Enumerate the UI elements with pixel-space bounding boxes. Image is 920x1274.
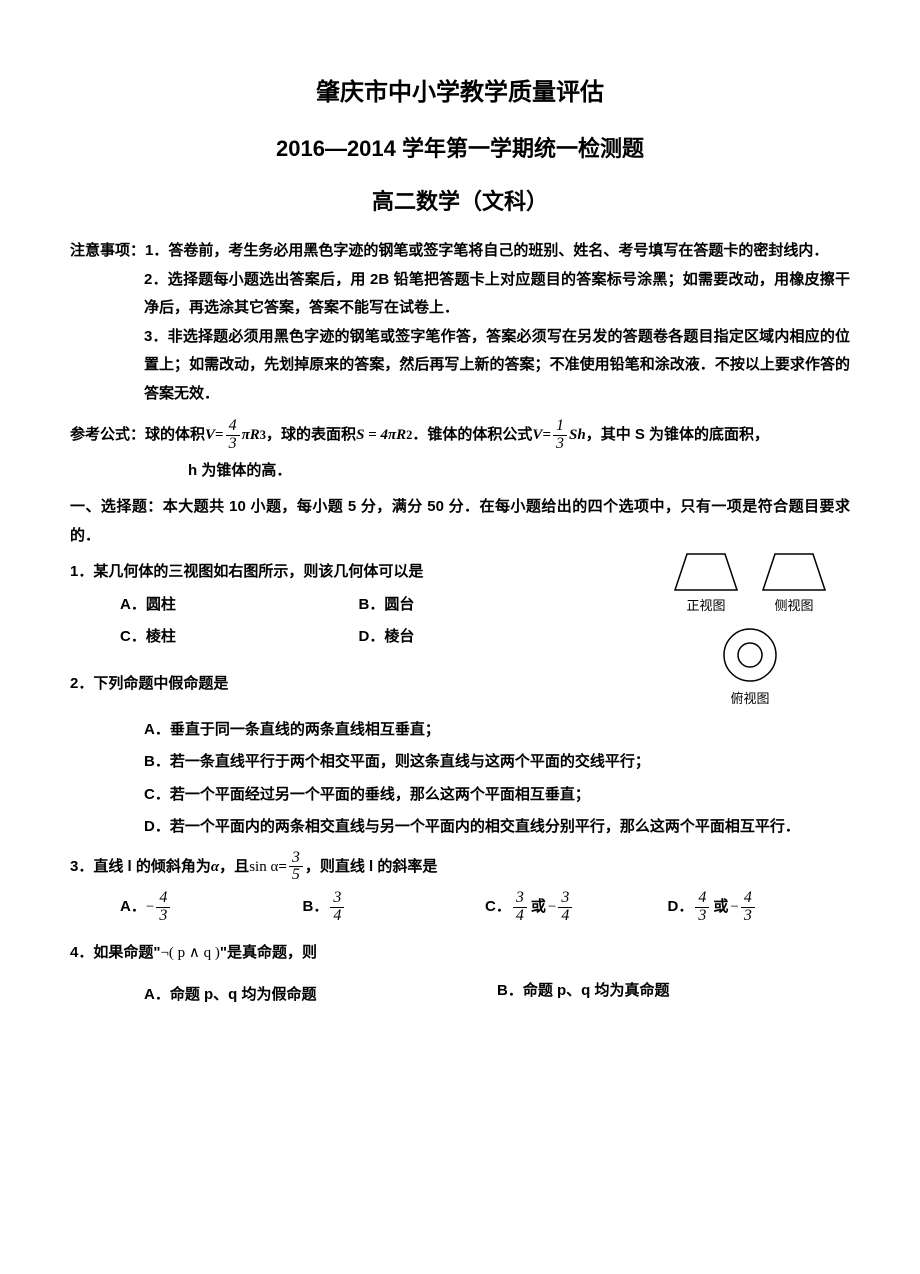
q4-stem: 4．如果命题"¬( p ∧ q )"是真命题，则 — [70, 939, 850, 968]
q1-row: 1．某几何体的三视图如右图所示，则该几何体可以是 A．圆柱 B．圆台 C．棱柱 … — [70, 550, 850, 711]
notice-item-2: 2．选择题每小题选出答案后，用 2B 铅笔把答题卡上对应题目的答案标号涂黑；如需… — [70, 266, 850, 323]
formula-tail2: h 为锥体的高． — [70, 457, 850, 486]
q4-stem-a: 4．如果命题" — [70, 944, 160, 961]
cone-tail: Sh — [569, 421, 586, 450]
three-view-figure: 正视图 侧视图 俯视图 — [650, 550, 850, 711]
q3-eq: = — [278, 853, 287, 882]
section-1-head: 一、选择题：本大题共 10 小题，每小题 5 分，满分 50 分．在每小题给出的… — [70, 493, 850, 550]
q3-opt-c: C．34或−34 — [485, 890, 668, 925]
q3-stem: 3．直线 l 的倾斜角为 α ，且 sin α = 35 ，则直线 l 的斜率是 — [70, 850, 850, 885]
opt-label: D． — [668, 893, 694, 922]
q3-opt-d: D．43或−43 — [668, 890, 851, 925]
q4-opt-a: A．命题 p、q 均为假命题 — [70, 981, 497, 1010]
q3-options: A．−43 B．34 C．34或−34 D．43或−43 — [120, 890, 850, 925]
notice-label: 注意事项： — [70, 237, 145, 266]
header-line3: 高二数学（文科） — [70, 181, 850, 223]
q2-opt-d: D．若一个平面内的两条相交直线与另一个平面内的相交直线分别平行，那么这两个平面相… — [70, 813, 850, 842]
q3-stem-a: 3．直线 l 的倾斜角为 — [70, 853, 211, 882]
formula-mid2: ．锥体的体积公式 — [412, 421, 532, 450]
sphere-s: S = 4πR — [356, 421, 406, 450]
q1-options: A．圆柱 B．圆台 C．棱柱 D．棱台 — [120, 587, 650, 652]
q3-opt-b: B．34 — [303, 890, 486, 925]
formula-prefix: 参考公式：球的体积 — [70, 421, 205, 450]
or-text: 或 — [531, 893, 546, 922]
q3-stem-b: ，且 — [219, 853, 249, 882]
fig-top-label: 俯视图 — [650, 687, 850, 712]
frac-den: 3 — [553, 436, 567, 453]
q3-opt-a: A．−43 — [120, 890, 303, 925]
frac-den: 5 — [289, 867, 303, 884]
fig-side-label: 侧视图 — [759, 594, 829, 619]
q1-stem: 1．某几何体的三视图如右图所示，则该几何体可以是 — [70, 558, 650, 587]
frac-num: 3 — [289, 850, 303, 868]
opt-label: C． — [485, 893, 511, 922]
cone-lhs: V — [532, 421, 542, 450]
formula-row: 参考公式：球的体积 V = 43 πR3 ，球的表面积 S = 4πR2 ．锥体… — [70, 418, 850, 453]
or-text: 或 — [713, 893, 728, 922]
fig-front-label: 正视图 — [671, 594, 741, 619]
q4-stem-b: "是真命题，则 — [220, 944, 317, 961]
q4-neg: ¬( p ∧ q ) — [160, 945, 219, 961]
sphere-v-eq: = — [215, 421, 224, 450]
trapezoid-side-icon — [759, 550, 829, 594]
frac-den: 3 — [226, 436, 240, 453]
q1-opt-d: D．棱台 — [359, 623, 598, 652]
frac-num: 1 — [553, 418, 567, 436]
q2-opt-a: A．垂直于同一条直线的两条直线相互垂直； — [70, 716, 850, 745]
q2-opt-b: B．若一条直线平行于两个相交平面，则这条直线与这两个平面的交线平行； — [70, 748, 850, 777]
notice-item-1: 1．答卷前，考生务必用黑色字迹的钢笔或签字笔将自己的班别、姓名、考号填写在答题卡… — [145, 237, 850, 266]
q1-opt-c: C．棱柱 — [120, 623, 359, 652]
q1-opt-b: B．圆台 — [359, 591, 598, 620]
q3-alpha: α — [211, 853, 219, 882]
notice-block: 注意事项： 1．答卷前，考生务必用黑色字迹的钢笔或签字笔将自己的班别、姓名、考号… — [70, 237, 850, 408]
q3-sin: sin α — [249, 853, 278, 882]
sphere-v-lhs: V — [205, 421, 215, 450]
opt-label: B． — [303, 893, 329, 922]
notice-item-3: 3．非选择题必须用黑色字迹的钢笔或签字笔作答，答案必须写在另发的答题卷各题目指定… — [70, 323, 850, 409]
formula-mid1: ，球的表面积 — [266, 421, 356, 450]
header-line1: 肇庆市中小学教学质量评估 — [70, 70, 850, 116]
q1-opt-a: A．圆柱 — [120, 591, 359, 620]
header-line2: 2016—2014 学年第一学期统一检测题 — [70, 128, 850, 170]
trapezoid-front-icon — [671, 550, 741, 594]
sphere-v-frac: 43 — [226, 418, 240, 453]
frac-num: 4 — [226, 418, 240, 436]
q4-opt-b: B．命题 p、q 均为真命题 — [497, 977, 850, 1010]
opt-label: A． — [120, 893, 146, 922]
cone-eq: = — [542, 421, 551, 450]
sphere-v-tail: πR — [242, 421, 260, 450]
q2-opt-c: C．若一个平面经过另一个平面的垂线，那么这两个平面相互垂直； — [70, 781, 850, 810]
q3-stem-c: ，则直线 l 的斜率是 — [305, 853, 438, 882]
formula-tail: ，其中 S 为锥体的底面积， — [586, 421, 769, 450]
circles-top-icon — [715, 625, 785, 687]
q2-stem: 2．下列命题中假命题是 — [70, 670, 650, 699]
q3-frac: 35 — [289, 850, 303, 885]
cone-frac: 13 — [553, 418, 567, 453]
